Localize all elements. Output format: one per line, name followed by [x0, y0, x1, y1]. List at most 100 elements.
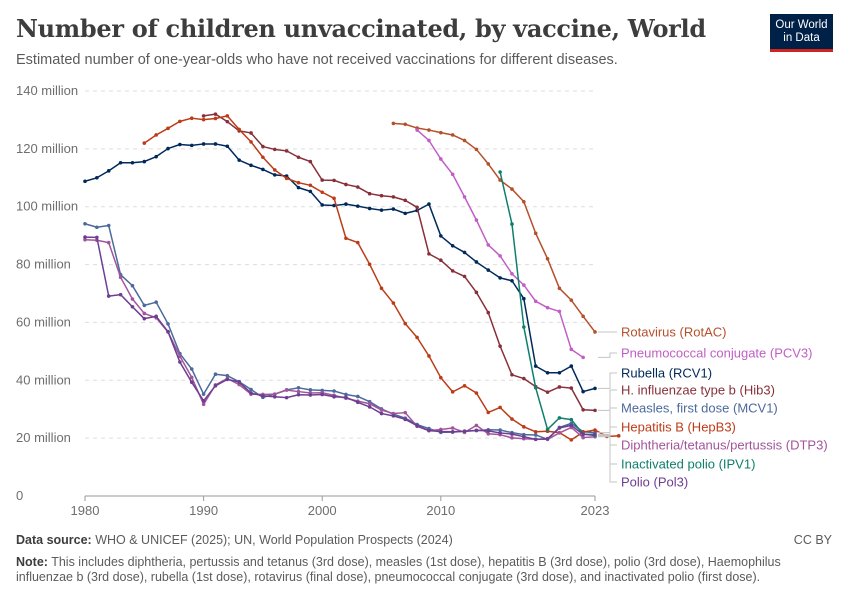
data-point[interactable]: [296, 180, 301, 185]
data-point[interactable]: [486, 429, 491, 433]
data-point[interactable]: [593, 330, 597, 334]
data-point[interactable]: [510, 436, 514, 440]
series-label[interactable]: Rubella (RCV1): [621, 366, 712, 381]
data-point[interactable]: [189, 143, 194, 148]
data-point[interactable]: [95, 175, 99, 180]
data-point[interactable]: [462, 383, 467, 388]
data-point[interactable]: [581, 435, 585, 440]
data-point[interactable]: [284, 395, 289, 400]
data-point[interactable]: [308, 388, 313, 392]
data-point[interactable]: [450, 426, 455, 430]
data-point[interactable]: [367, 262, 372, 267]
data-point[interactable]: [320, 178, 325, 182]
data-point[interactable]: [439, 429, 443, 434]
data-point[interactable]: [450, 243, 455, 248]
data-point[interactable]: [450, 172, 455, 177]
data-point[interactable]: [106, 240, 111, 245]
data-point[interactable]: [569, 438, 574, 442]
data-point[interactable]: [581, 314, 585, 319]
data-point[interactable]: [474, 290, 479, 295]
data-point[interactable]: [332, 389, 336, 393]
series-label[interactable]: H. influenzae type b (Hib3): [621, 383, 775, 398]
data-point[interactable]: [427, 128, 431, 132]
data-point[interactable]: [201, 117, 206, 122]
data-point[interactable]: [106, 169, 111, 173]
data-point[interactable]: [427, 252, 431, 256]
data-point[interactable]: [486, 432, 491, 436]
series-label[interactable]: Diphtheria/tetanus/pertussis (DTP3): [621, 438, 828, 453]
data-point[interactable]: [450, 133, 455, 137]
data-point[interactable]: [118, 292, 123, 297]
data-point[interactable]: [249, 387, 253, 392]
data-point[interactable]: [415, 335, 419, 340]
data-point[interactable]: [189, 380, 194, 385]
data-point[interactable]: [427, 202, 431, 206]
data-point[interactable]: [545, 436, 550, 441]
data-point[interactable]: [225, 377, 230, 382]
data-point[interactable]: [450, 269, 455, 273]
data-point[interactable]: [367, 405, 372, 409]
data-point[interactable]: [213, 142, 218, 146]
data-point[interactable]: [415, 205, 419, 210]
data-point[interactable]: [379, 286, 384, 291]
data-point[interactable]: [498, 431, 502, 435]
data-point[interactable]: [498, 276, 502, 280]
data-point[interactable]: [261, 394, 265, 398]
data-point[interactable]: [296, 185, 301, 190]
data-point[interactable]: [261, 155, 265, 160]
data-point[interactable]: [237, 380, 241, 384]
data-point[interactable]: [249, 131, 253, 135]
data-point[interactable]: [367, 401, 372, 406]
data-point[interactable]: [545, 427, 550, 432]
data-point[interactable]: [272, 147, 277, 152]
data-point[interactable]: [308, 393, 313, 397]
data-point[interactable]: [427, 354, 431, 358]
data-point[interactable]: [130, 297, 135, 301]
data-point[interactable]: [522, 325, 526, 329]
data-point[interactable]: [344, 202, 348, 206]
data-point[interactable]: [593, 408, 597, 413]
data-point[interactable]: [391, 301, 396, 305]
data-point[interactable]: [569, 386, 574, 390]
data-point[interactable]: [581, 389, 585, 394]
data-point[interactable]: [261, 144, 265, 149]
data-point[interactable]: [225, 373, 230, 378]
data-point[interactable]: [237, 127, 241, 132]
data-point[interactable]: [106, 294, 111, 298]
data-point[interactable]: [581, 355, 585, 360]
data-point[interactable]: [355, 400, 360, 405]
data-point[interactable]: [391, 121, 396, 126]
data-point[interactable]: [201, 142, 206, 146]
data-point[interactable]: [557, 309, 562, 314]
data-point[interactable]: [545, 370, 550, 375]
data-point[interactable]: [510, 187, 514, 191]
data-point[interactable]: [355, 394, 360, 399]
data-point[interactable]: [545, 256, 550, 261]
data-point[interactable]: [593, 386, 597, 391]
data-point[interactable]: [379, 193, 384, 198]
data-point[interactable]: [332, 178, 336, 183]
data-point[interactable]: [284, 388, 289, 392]
data-point[interactable]: [486, 310, 491, 315]
data-point[interactable]: [296, 386, 301, 390]
series-line[interactable]: [84, 143, 596, 393]
data-point[interactable]: [367, 206, 372, 211]
data-point[interactable]: [581, 407, 585, 412]
data-point[interactable]: [272, 168, 277, 172]
data-point[interactable]: [616, 434, 621, 438]
data-point[interactable]: [498, 254, 502, 258]
data-point[interactable]: [462, 429, 467, 434]
data-point[interactable]: [272, 394, 277, 399]
data-point[interactable]: [249, 140, 253, 144]
data-point[interactable]: [403, 198, 408, 203]
data-point[interactable]: [178, 360, 182, 364]
data-point[interactable]: [154, 133, 158, 137]
series-label[interactable]: Rotavirus (RotAC): [621, 325, 726, 340]
data-point[interactable]: [83, 237, 87, 242]
data-point[interactable]: [284, 149, 289, 153]
data-point[interactable]: [272, 392, 277, 396]
series-line[interactable]: [499, 171, 596, 437]
data-point[interactable]: [462, 195, 467, 199]
license-link[interactable]: CC BY: [793, 533, 832, 547]
data-point[interactable]: [332, 394, 336, 399]
